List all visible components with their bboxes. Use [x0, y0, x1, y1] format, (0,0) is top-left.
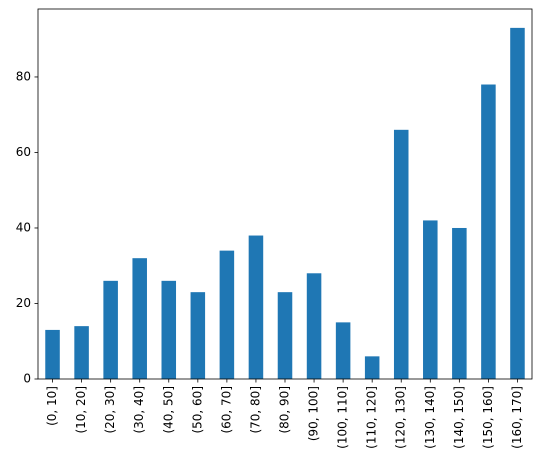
bar	[161, 280, 177, 379]
x-tick-label: (150, 160]	[481, 386, 495, 449]
bar	[481, 84, 496, 380]
x-tick-label: (120, 130]	[394, 386, 408, 449]
bar	[364, 356, 380, 379]
bar	[277, 292, 293, 379]
x-tick-label: (90, 100]	[307, 386, 321, 441]
y-tick-label: 20	[16, 296, 31, 310]
x-tick-label: (160, 170]	[510, 386, 524, 449]
y-tick-label: 60	[16, 145, 31, 159]
y-tick-label: 80	[16, 69, 31, 83]
x-tick-label: (50, 60]	[190, 386, 204, 434]
x-tick-label: (40, 50]	[161, 386, 175, 434]
y-tick-label: 0	[23, 372, 31, 386]
bar	[393, 129, 409, 379]
x-tick-label: (0, 10]	[45, 386, 59, 426]
bar	[45, 329, 60, 379]
x-tick-label: (80, 90]	[278, 386, 292, 434]
x-tick-label: (60, 70]	[219, 386, 233, 434]
y-tick-label: 40	[16, 220, 31, 234]
x-tick-label: (100, 110]	[336, 386, 350, 449]
axes-frame	[37, 8, 533, 380]
x-tick-label: (70, 80]	[248, 386, 262, 434]
x-tick-label: (130, 140]	[423, 386, 437, 449]
bar	[190, 292, 206, 379]
x-tick-label: (140, 150]	[452, 386, 466, 449]
bar	[103, 280, 118, 379]
bar	[423, 220, 438, 379]
x-tick-label: (30, 40]	[132, 386, 146, 434]
bar	[74, 326, 89, 379]
bar	[132, 258, 147, 379]
bar	[219, 250, 235, 379]
bar	[306, 273, 322, 379]
x-tick-label: (20, 30]	[103, 386, 117, 434]
bar	[248, 235, 264, 379]
x-tick-label: (10, 20]	[74, 386, 88, 434]
bar	[335, 322, 351, 379]
bar	[452, 227, 467, 379]
x-tick-label: (110, 120]	[365, 386, 379, 449]
bar	[510, 27, 525, 379]
